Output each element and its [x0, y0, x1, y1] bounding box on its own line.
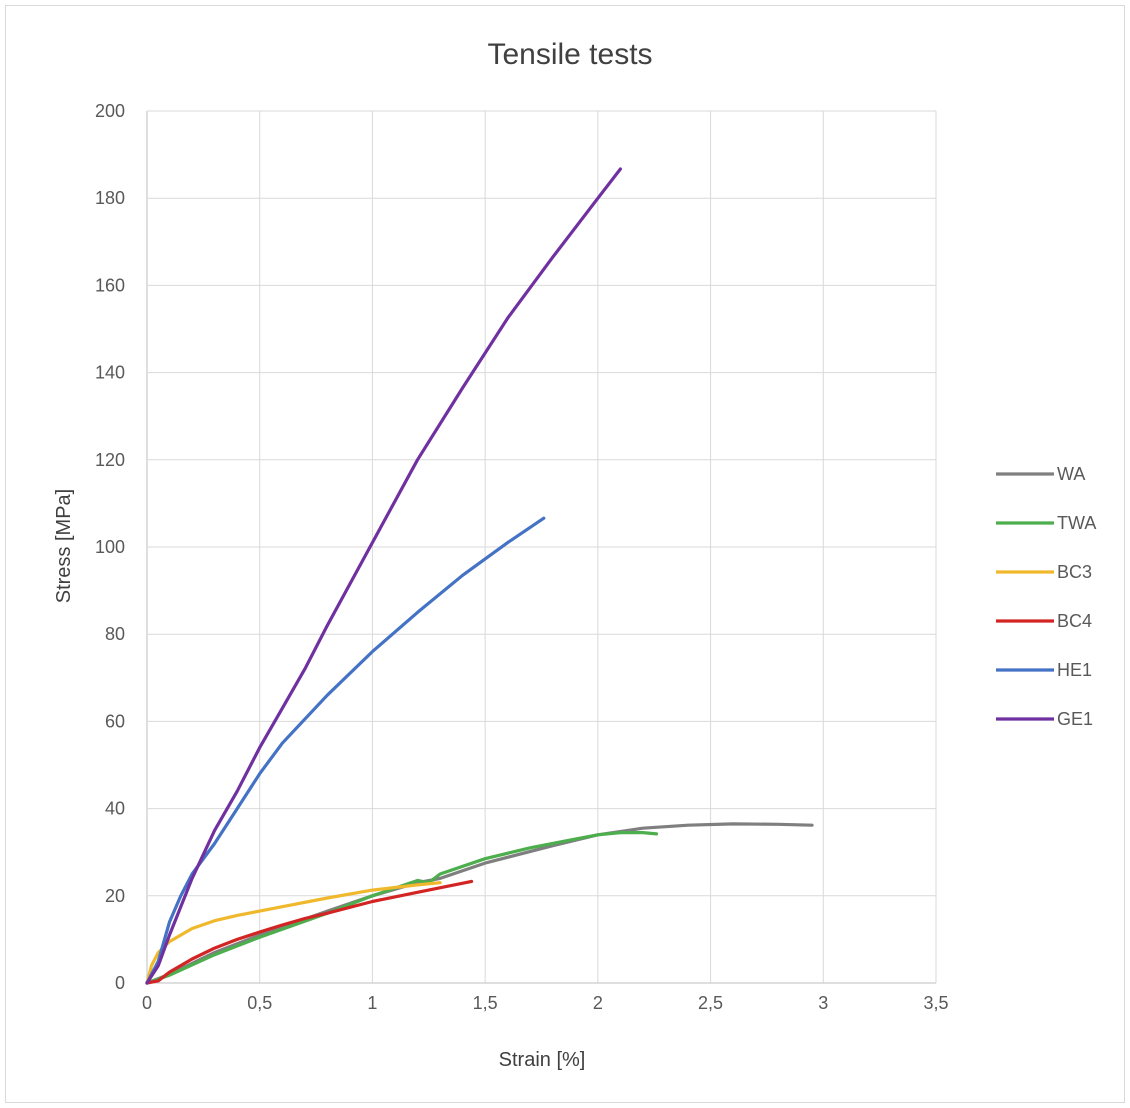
series-line-wa — [145, 822, 814, 985]
y-tick-label: 100 — [95, 537, 125, 557]
x-tick-label: 3,5 — [923, 993, 948, 1013]
y-tick-label: 120 — [95, 450, 125, 470]
y-tick-label: 60 — [105, 711, 125, 731]
series-line-twa — [145, 830, 659, 985]
series-line-ge1 — [145, 167, 623, 985]
grid-layer — [146, 110, 937, 984]
series-line-bc3 — [145, 881, 442, 985]
legend-label-he1: HE1 — [1057, 660, 1092, 680]
y-tick-label: 40 — [105, 799, 125, 819]
y-tick-label: 20 — [105, 886, 125, 906]
legend-label-ge1: GE1 — [1057, 709, 1093, 729]
x-tick-label: 2,5 — [698, 993, 723, 1013]
series-layer — [145, 167, 814, 985]
y-tick-label: 160 — [95, 275, 125, 295]
legend-label-bc3: BC3 — [1057, 562, 1092, 582]
chart-frame: Tensile tests 0 0,5 1 1,5 2 2,5 3 3,5 0 20 40 60 80 1… — [5, 5, 1125, 1103]
y-tick-label: 180 — [95, 188, 125, 208]
tensile-chart: Tensile tests 0 0,5 1 1,5 2 2,5 3 3,5 0 20 40 60 80 1… — [53, 38, 1096, 1071]
chart-title: Tensile tests — [487, 38, 652, 71]
x-tick-label: 1,5 — [473, 993, 498, 1013]
legend: WA TWA BC3 BC4 HE1 GE1 — [996, 464, 1096, 729]
legend-label-twa: TWA — [1057, 513, 1096, 533]
y-axis-title: Stress [MPa] — [53, 489, 75, 603]
ticks-layer: 0 0,5 1 1,5 2 2,5 3 3,5 0 20 40 60 80 100 120 140 160 180… — [95, 101, 949, 1013]
x-tick-label: 2 — [593, 993, 603, 1013]
y-tick-label: 140 — [95, 363, 125, 383]
y-tick-label: 0 — [115, 973, 125, 993]
x-tick-label: 0 — [142, 993, 152, 1013]
x-tick-label: 0,5 — [247, 993, 272, 1013]
x-tick-label: 1 — [367, 993, 377, 1013]
y-tick-label: 200 — [95, 101, 125, 121]
x-tick-label: 3 — [818, 993, 828, 1013]
x-axis-title: Strain [%] — [499, 1049, 586, 1071]
series-line-he1 — [145, 516, 546, 985]
series-line-bc4 — [145, 879, 474, 985]
y-tick-label: 80 — [105, 624, 125, 644]
legend-label-wa: WA — [1057, 464, 1085, 484]
legend-label-bc4: BC4 — [1057, 611, 1092, 631]
